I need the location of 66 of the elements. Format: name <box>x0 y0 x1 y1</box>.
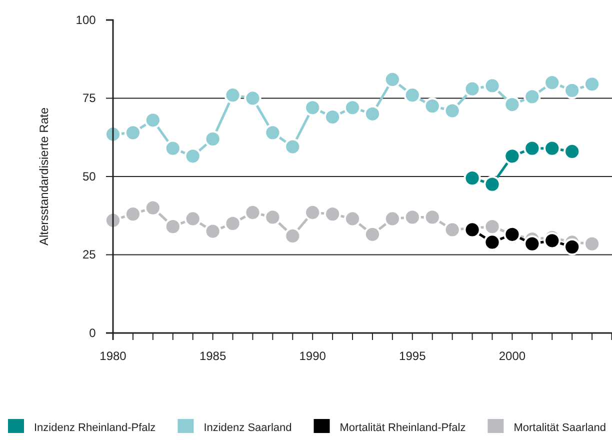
y-tick-label: 75 <box>82 91 96 106</box>
x-tick-label: 1995 <box>399 348 426 363</box>
point <box>524 88 541 106</box>
point <box>504 148 521 165</box>
point <box>544 140 561 157</box>
legend-label: Mortalität Rheinland-Pfalz <box>340 422 466 434</box>
point <box>304 204 322 222</box>
point <box>583 235 601 252</box>
point <box>464 170 481 187</box>
point <box>484 176 501 193</box>
y-tick-label: 100 <box>76 12 96 27</box>
point <box>244 90 262 107</box>
point <box>384 70 402 88</box>
point <box>104 126 122 143</box>
point <box>564 238 581 256</box>
point <box>344 99 362 116</box>
point <box>583 76 601 93</box>
point <box>484 77 501 94</box>
point <box>364 226 382 243</box>
point <box>144 112 162 129</box>
point <box>324 206 342 223</box>
point <box>524 140 541 157</box>
point <box>524 235 541 252</box>
point <box>204 130 222 148</box>
point <box>124 124 142 142</box>
point <box>504 96 521 114</box>
y-tick-label: 25 <box>82 248 96 262</box>
point <box>344 210 362 228</box>
legend-label: Inzidenz Saarland <box>204 422 292 434</box>
point <box>564 82 581 99</box>
point <box>204 222 222 240</box>
point <box>484 218 501 236</box>
point <box>404 86 421 104</box>
x-tick-label: 1985 <box>199 348 226 363</box>
point <box>404 208 421 226</box>
point <box>464 80 481 98</box>
point <box>244 204 262 222</box>
point <box>184 148 202 165</box>
point <box>544 232 561 250</box>
point <box>384 210 402 228</box>
point <box>444 221 461 238</box>
y-tick-label: 0 <box>89 326 96 340</box>
point <box>304 99 322 116</box>
point <box>184 210 202 228</box>
point <box>264 208 282 226</box>
x-tick-label: 1980 <box>100 348 127 363</box>
point <box>424 208 441 226</box>
point <box>544 74 561 92</box>
point <box>264 124 282 142</box>
y-axis-title: Altersstandardisierte Rate <box>37 107 51 246</box>
point <box>444 102 461 120</box>
point <box>424 98 441 115</box>
point <box>284 138 302 156</box>
x-tick-label: 1990 <box>299 348 326 363</box>
y-tick-label: 50 <box>82 169 96 184</box>
point <box>224 86 242 104</box>
point <box>124 206 142 223</box>
point <box>484 234 501 251</box>
point <box>144 199 162 216</box>
point <box>164 218 182 236</box>
point <box>164 140 182 157</box>
x-tick-label: 2000 <box>498 348 526 363</box>
legend-label: Inzidenz Rheinland-Pfalz <box>34 422 156 434</box>
point <box>364 105 382 122</box>
legend-label: Mortalität Saarland <box>514 422 606 434</box>
point <box>104 212 122 229</box>
